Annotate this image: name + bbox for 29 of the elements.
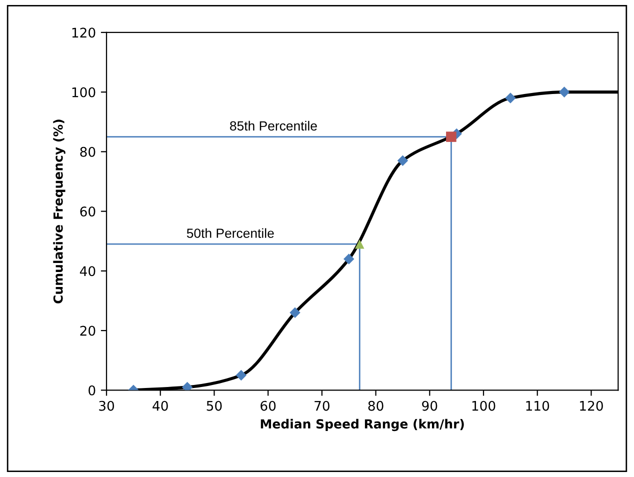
- y-tick-label: 120: [72, 28, 96, 38]
- x-tick-label: 110: [526, 400, 550, 411]
- x-tick-label: 40: [152, 400, 168, 411]
- x-tick-label: 60: [260, 400, 276, 411]
- point: [446, 132, 456, 142]
- annotation: 50th Percentile: [186, 228, 274, 238]
- y-tick-label: 100: [72, 87, 96, 98]
- x-axis-title: Median Speed Range (km/hr): [260, 418, 464, 432]
- y-axis-title: Cumulative Frequency (%): [53, 120, 66, 304]
- point: [397, 155, 408, 166]
- x-tick-label: 30: [99, 400, 114, 411]
- y-tick-label: 0: [88, 385, 96, 396]
- x-tick-label: 100: [472, 400, 496, 411]
- y-tick-label: 20: [80, 326, 96, 336]
- x-tick-label: 90: [422, 400, 438, 411]
- x-tick-label: 120: [580, 400, 603, 411]
- x-tick-label: 50: [206, 400, 222, 411]
- x-tick-label: 70: [314, 400, 330, 411]
- point: [290, 307, 300, 318]
- point: [558, 86, 570, 98]
- point: [354, 239, 364, 249]
- point: [236, 370, 247, 381]
- y-tick-label: 60: [80, 206, 96, 217]
- point: [505, 92, 516, 104]
- point: [343, 254, 354, 264]
- y-tick-label: 80: [80, 146, 96, 157]
- y-tick-label: 40: [80, 266, 96, 276]
- x-tick-label: 80: [368, 400, 384, 411]
- annotation: 85th Percentile: [230, 120, 317, 131]
